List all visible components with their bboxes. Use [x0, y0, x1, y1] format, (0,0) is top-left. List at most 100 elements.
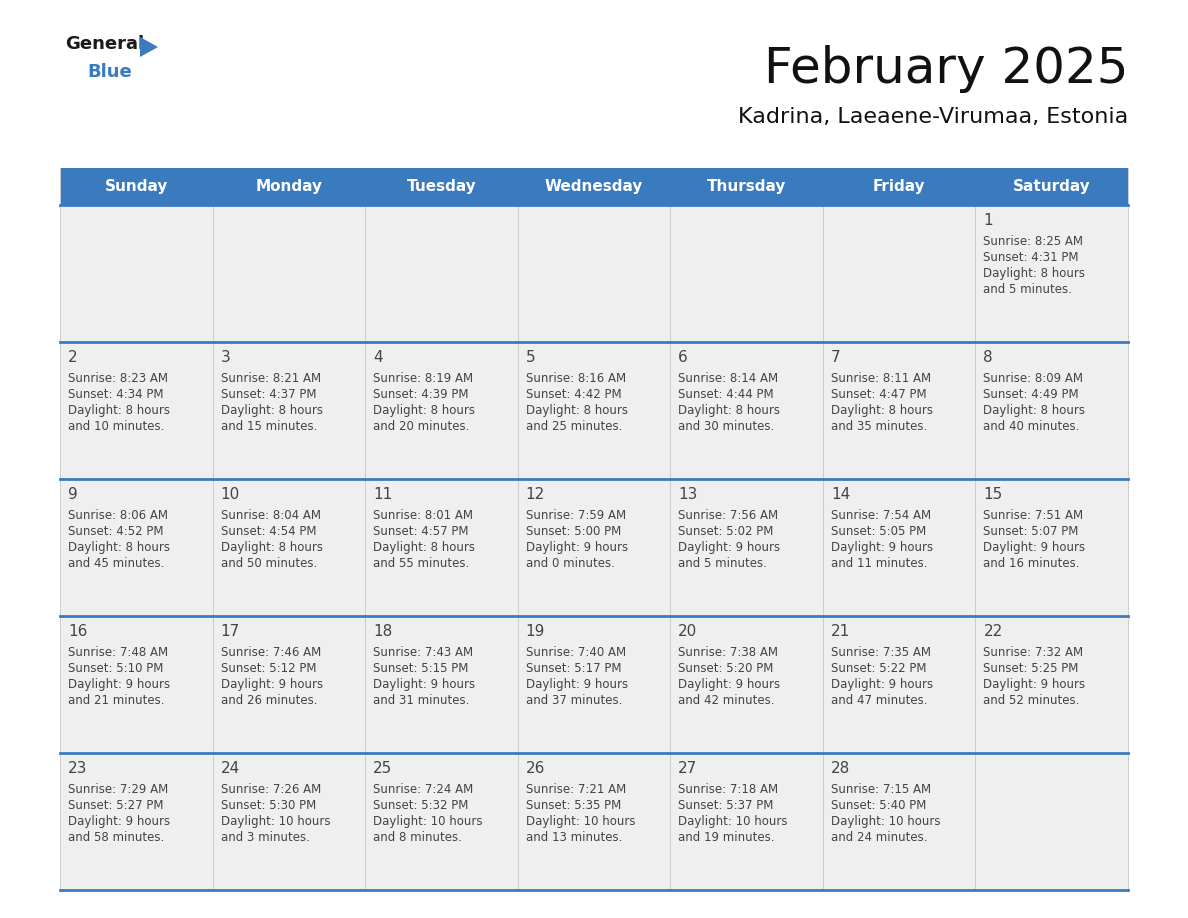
Text: Sunrise: 7:51 AM: Sunrise: 7:51 AM — [984, 509, 1083, 522]
Bar — [365, 479, 518, 616]
Text: and 42 minutes.: and 42 minutes. — [678, 694, 775, 707]
Text: Daylight: 10 hours: Daylight: 10 hours — [221, 815, 330, 828]
Bar — [975, 205, 1127, 342]
Text: Daylight: 10 hours: Daylight: 10 hours — [678, 815, 788, 828]
Text: Sunrise: 8:19 AM: Sunrise: 8:19 AM — [373, 372, 473, 385]
Text: 1: 1 — [984, 213, 993, 228]
Text: Sunrise: 7:21 AM: Sunrise: 7:21 AM — [526, 783, 626, 796]
Polygon shape — [140, 37, 158, 57]
Text: and 47 minutes.: and 47 minutes. — [830, 694, 928, 707]
Bar — [823, 616, 975, 753]
Bar — [670, 479, 823, 616]
Bar — [518, 342, 670, 479]
Text: Daylight: 8 hours: Daylight: 8 hours — [373, 541, 475, 554]
Bar — [61, 168, 1127, 205]
Text: Daylight: 8 hours: Daylight: 8 hours — [678, 404, 781, 417]
Text: Daylight: 9 hours: Daylight: 9 hours — [984, 678, 1086, 691]
Bar — [213, 342, 365, 479]
Text: and 50 minutes.: and 50 minutes. — [221, 557, 317, 570]
Text: Sunrise: 8:21 AM: Sunrise: 8:21 AM — [221, 372, 321, 385]
Text: Sunset: 5:15 PM: Sunset: 5:15 PM — [373, 662, 468, 675]
Text: and 10 minutes.: and 10 minutes. — [68, 420, 164, 433]
Text: Sunset: 5:20 PM: Sunset: 5:20 PM — [678, 662, 773, 675]
Text: Sunrise: 7:40 AM: Sunrise: 7:40 AM — [526, 646, 626, 659]
Text: Daylight: 8 hours: Daylight: 8 hours — [68, 404, 170, 417]
Text: Sunset: 4:42 PM: Sunset: 4:42 PM — [526, 388, 621, 401]
Text: Sunrise: 7:46 AM: Sunrise: 7:46 AM — [221, 646, 321, 659]
Bar — [365, 616, 518, 753]
Text: and 58 minutes.: and 58 minutes. — [68, 831, 164, 844]
Text: 27: 27 — [678, 761, 697, 776]
Text: Monday: Monday — [255, 179, 322, 194]
Bar — [823, 753, 975, 890]
Text: and 5 minutes.: and 5 minutes. — [678, 557, 767, 570]
Text: Sunset: 4:47 PM: Sunset: 4:47 PM — [830, 388, 927, 401]
Text: Sunset: 4:57 PM: Sunset: 4:57 PM — [373, 525, 468, 538]
Text: 5: 5 — [526, 350, 536, 365]
Text: Sunset: 4:37 PM: Sunset: 4:37 PM — [221, 388, 316, 401]
Text: 16: 16 — [68, 624, 88, 639]
Text: Daylight: 10 hours: Daylight: 10 hours — [830, 815, 941, 828]
Text: Sunset: 5:17 PM: Sunset: 5:17 PM — [526, 662, 621, 675]
Text: 12: 12 — [526, 487, 545, 502]
Text: Daylight: 9 hours: Daylight: 9 hours — [830, 678, 933, 691]
Text: Daylight: 9 hours: Daylight: 9 hours — [526, 541, 627, 554]
Text: Sunrise: 7:59 AM: Sunrise: 7:59 AM — [526, 509, 626, 522]
Text: Sunset: 5:12 PM: Sunset: 5:12 PM — [221, 662, 316, 675]
Text: 26: 26 — [526, 761, 545, 776]
Text: Wednesday: Wednesday — [545, 179, 643, 194]
Text: Sunrise: 7:15 AM: Sunrise: 7:15 AM — [830, 783, 931, 796]
Text: Sunset: 4:31 PM: Sunset: 4:31 PM — [984, 251, 1079, 264]
Text: and 31 minutes.: and 31 minutes. — [373, 694, 469, 707]
Text: 13: 13 — [678, 487, 697, 502]
Bar — [975, 479, 1127, 616]
Text: Sunrise: 8:06 AM: Sunrise: 8:06 AM — [68, 509, 168, 522]
Bar — [518, 616, 670, 753]
Text: and 15 minutes.: and 15 minutes. — [221, 420, 317, 433]
Text: Tuesday: Tuesday — [406, 179, 476, 194]
Text: Sunset: 5:37 PM: Sunset: 5:37 PM — [678, 799, 773, 812]
Text: Sunset: 5:32 PM: Sunset: 5:32 PM — [373, 799, 468, 812]
Text: Sunset: 5:00 PM: Sunset: 5:00 PM — [526, 525, 621, 538]
Text: and 52 minutes.: and 52 minutes. — [984, 694, 1080, 707]
Text: and 8 minutes.: and 8 minutes. — [373, 831, 462, 844]
Text: and 0 minutes.: and 0 minutes. — [526, 557, 614, 570]
Text: 19: 19 — [526, 624, 545, 639]
Bar — [213, 205, 365, 342]
Text: Daylight: 9 hours: Daylight: 9 hours — [984, 541, 1086, 554]
Text: 3: 3 — [221, 350, 230, 365]
Text: Sunset: 4:44 PM: Sunset: 4:44 PM — [678, 388, 773, 401]
Text: 9: 9 — [68, 487, 77, 502]
Text: Kadrina, Laeaene-Virumaa, Estonia: Kadrina, Laeaene-Virumaa, Estonia — [738, 107, 1127, 127]
Text: 6: 6 — [678, 350, 688, 365]
Text: and 30 minutes.: and 30 minutes. — [678, 420, 775, 433]
Bar — [670, 616, 823, 753]
Bar — [670, 753, 823, 890]
Bar — [61, 342, 213, 479]
Text: and 20 minutes.: and 20 minutes. — [373, 420, 469, 433]
Text: and 11 minutes.: and 11 minutes. — [830, 557, 928, 570]
Text: Sunset: 4:54 PM: Sunset: 4:54 PM — [221, 525, 316, 538]
Bar — [61, 616, 213, 753]
Text: Sunset: 4:34 PM: Sunset: 4:34 PM — [68, 388, 164, 401]
Text: Daylight: 8 hours: Daylight: 8 hours — [526, 404, 627, 417]
Text: Daylight: 9 hours: Daylight: 9 hours — [221, 678, 323, 691]
Bar — [518, 205, 670, 342]
Text: Sunset: 5:10 PM: Sunset: 5:10 PM — [68, 662, 164, 675]
Text: and 24 minutes.: and 24 minutes. — [830, 831, 928, 844]
Text: 4: 4 — [373, 350, 383, 365]
Text: Sunrise: 7:24 AM: Sunrise: 7:24 AM — [373, 783, 473, 796]
Text: Blue: Blue — [87, 63, 132, 81]
Text: Sunrise: 8:11 AM: Sunrise: 8:11 AM — [830, 372, 931, 385]
Text: 18: 18 — [373, 624, 392, 639]
Text: Daylight: 8 hours: Daylight: 8 hours — [373, 404, 475, 417]
Text: Sunrise: 8:23 AM: Sunrise: 8:23 AM — [68, 372, 168, 385]
Text: Daylight: 8 hours: Daylight: 8 hours — [830, 404, 933, 417]
Bar — [518, 479, 670, 616]
Text: Sunrise: 8:14 AM: Sunrise: 8:14 AM — [678, 372, 778, 385]
Text: and 5 minutes.: and 5 minutes. — [984, 283, 1073, 296]
Text: 22: 22 — [984, 624, 1003, 639]
Bar — [213, 479, 365, 616]
Text: Sunrise: 7:48 AM: Sunrise: 7:48 AM — [68, 646, 169, 659]
Text: Thursday: Thursday — [707, 179, 786, 194]
